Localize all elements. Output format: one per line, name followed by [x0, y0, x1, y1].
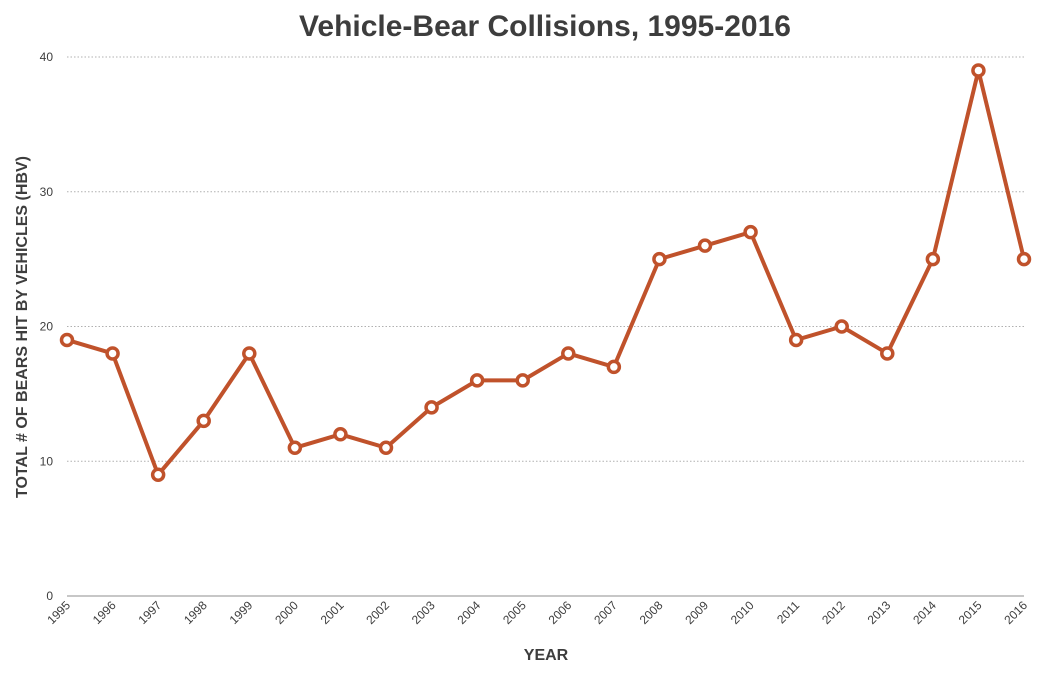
x-tick-label: 2008 — [637, 598, 666, 627]
x-tick-label: 2016 — [1001, 598, 1030, 627]
x-tick-label: 1999 — [227, 598, 256, 627]
x-tick-label: 2002 — [363, 598, 392, 627]
x-tick-label: 1997 — [135, 598, 164, 627]
y-tick-label: 10 — [40, 454, 54, 468]
x-tick-label: 2010 — [728, 598, 757, 627]
data-point — [59, 332, 75, 348]
x-axis-title: YEAR — [524, 647, 569, 664]
x-tick-label: 2015 — [956, 598, 985, 627]
data-point — [378, 440, 394, 456]
x-tick-label: 2009 — [682, 598, 711, 627]
x-tick-label: 2006 — [546, 598, 575, 627]
y-axis-title: TOTAL # OF BEARS HIT BY VEHICLES (HBV) — [14, 156, 31, 498]
data-point — [287, 440, 303, 456]
data-point — [743, 224, 758, 240]
x-tick-label: 1996 — [90, 598, 119, 627]
data-point — [652, 251, 667, 267]
data-point — [606, 359, 622, 375]
data-point — [469, 373, 485, 388]
data-point — [515, 373, 530, 388]
data-point — [242, 346, 257, 361]
data-point — [788, 332, 804, 348]
data-point — [1016, 251, 1032, 267]
data-point — [150, 467, 166, 482]
data-point — [880, 346, 895, 361]
y-axis-ticks: 0 10 20 30 40 — [40, 50, 54, 603]
x-tick-label: 2011 — [774, 598, 802, 626]
x-tick-label: 2013 — [865, 598, 894, 627]
data-point — [333, 427, 348, 442]
x-tick-label: 1998 — [181, 598, 210, 627]
x-tick-label: 2005 — [500, 598, 529, 627]
series-line — [65, 68, 1026, 477]
x-tick-label: 2001 — [318, 598, 347, 627]
x-tick-label: 2004 — [454, 598, 483, 627]
data-point — [561, 346, 576, 361]
x-tick-label: 2014 — [910, 598, 939, 627]
chart-title: Vehicle-Bear Collisions, 1995-2016 — [299, 10, 791, 43]
y-tick-label: 40 — [40, 50, 54, 64]
series-layer — [59, 63, 1032, 482]
data-point — [105, 346, 120, 361]
x-tick-label: 2003 — [409, 598, 438, 627]
y-tick-label: 30 — [40, 185, 54, 199]
data-point — [697, 238, 713, 253]
data-point — [834, 319, 849, 334]
x-axis-ticks: 1995 1996 1997 1998 1999 2000 2001 2002 2003 2004… — [44, 598, 1030, 627]
x-tick-label: 2000 — [272, 598, 301, 627]
data-point — [424, 400, 439, 415]
grid — [67, 56, 1024, 597]
data-point — [971, 63, 986, 78]
y-tick-label: 20 — [40, 320, 54, 334]
x-tick-label: 2012 — [819, 598, 848, 627]
x-tick-label: 2007 — [591, 598, 620, 627]
data-point — [925, 251, 941, 267]
data-point — [196, 413, 211, 429]
y-tick-label: 0 — [46, 589, 53, 603]
